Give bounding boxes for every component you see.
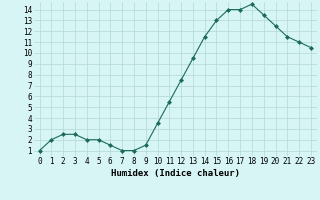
X-axis label: Humidex (Indice chaleur): Humidex (Indice chaleur) xyxy=(111,169,240,178)
